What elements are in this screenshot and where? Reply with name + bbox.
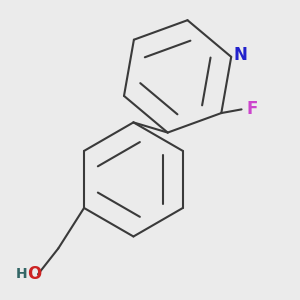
Text: F: F [247, 100, 258, 118]
Text: O: O [27, 265, 41, 283]
Text: N: N [233, 46, 248, 64]
Text: H: H [16, 267, 27, 281]
